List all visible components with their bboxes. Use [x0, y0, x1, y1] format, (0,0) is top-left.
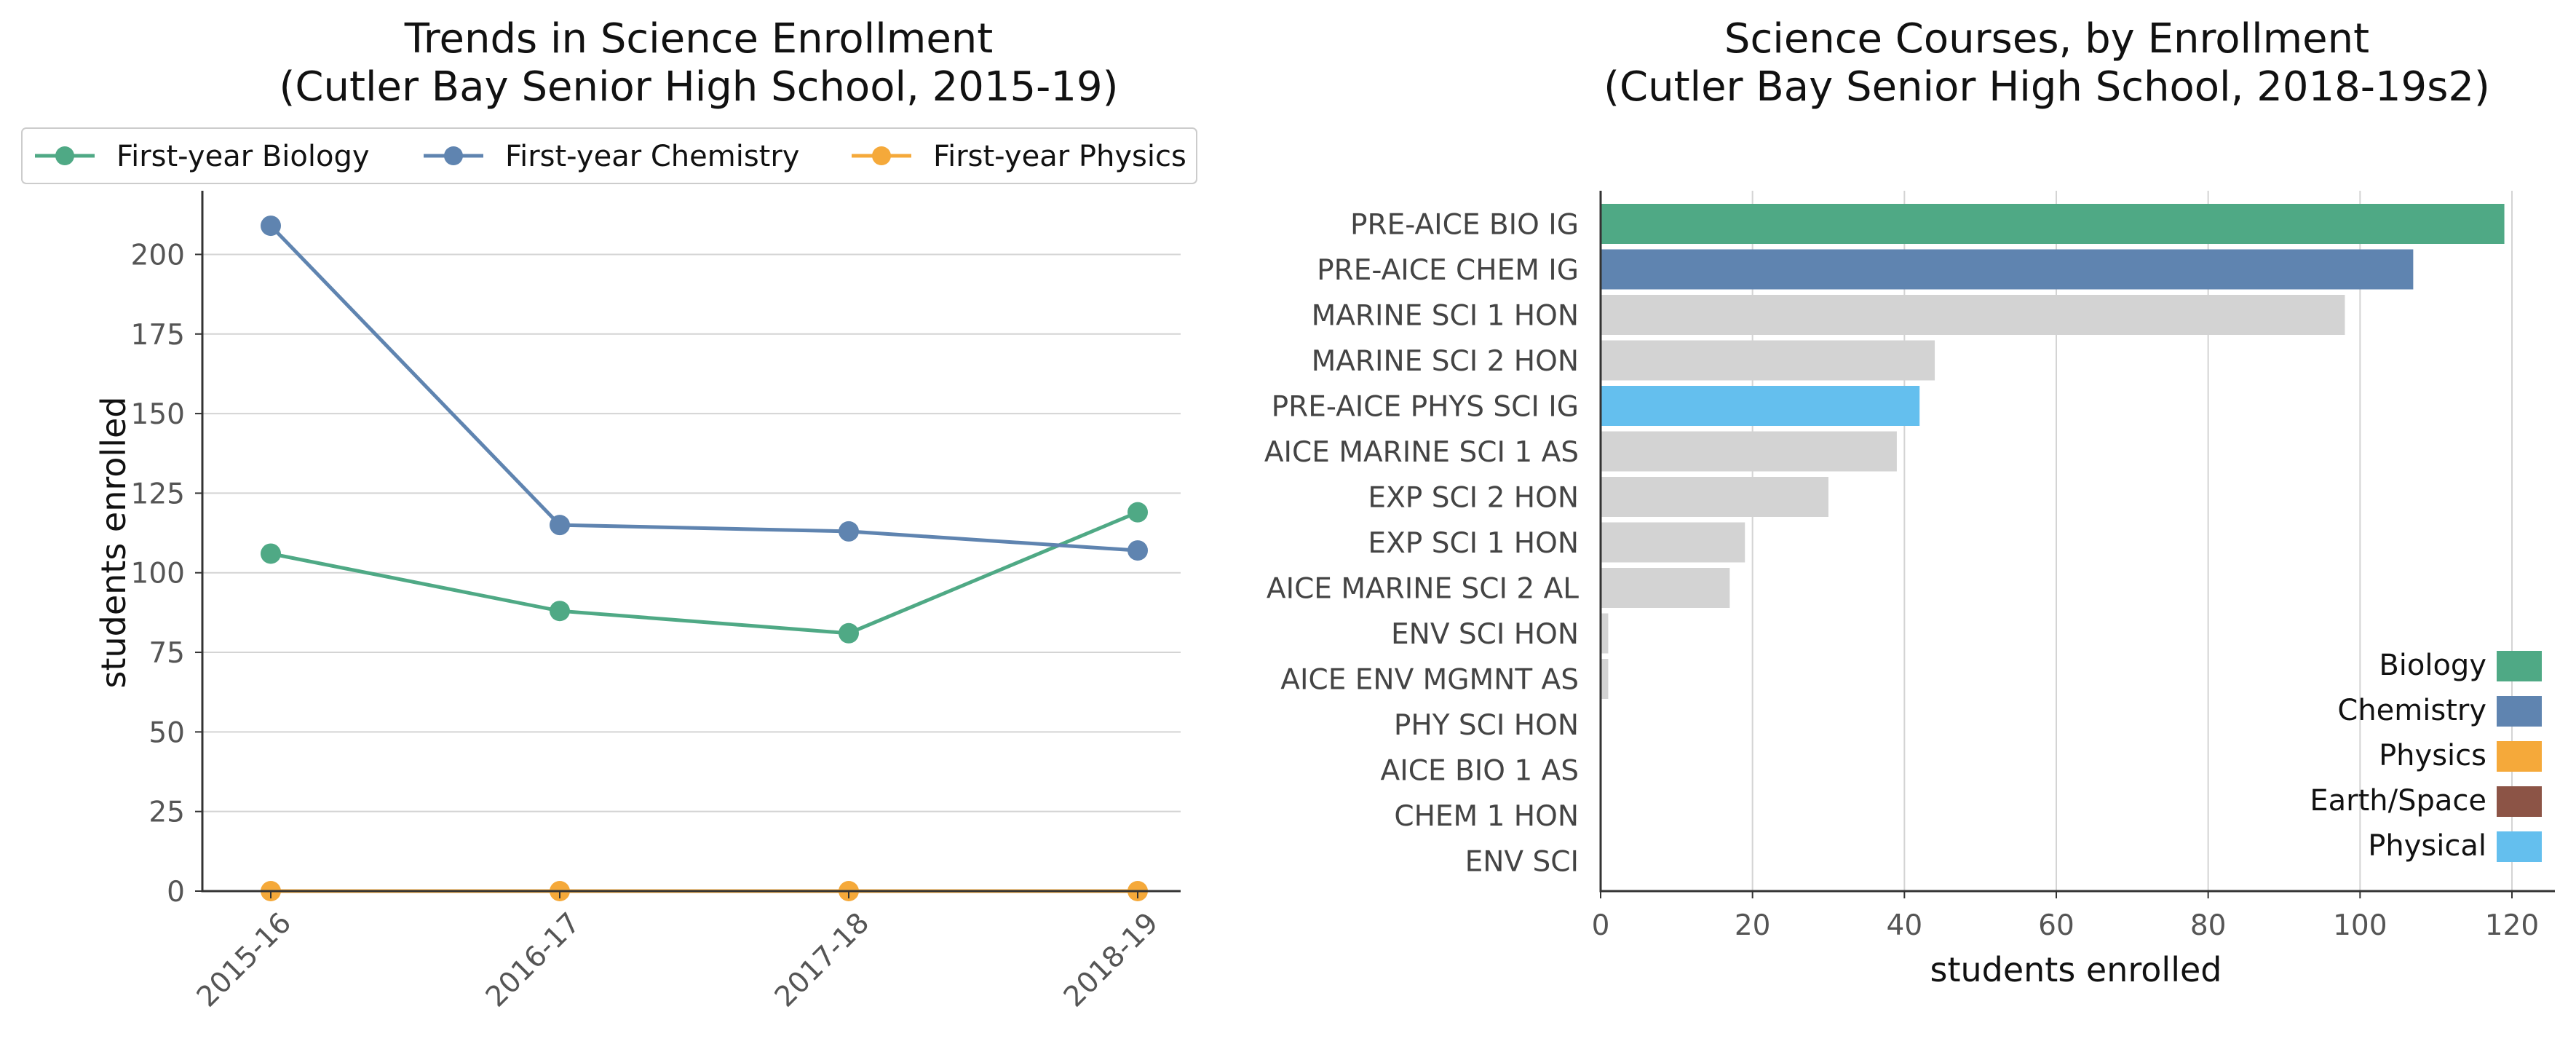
- bar: [1601, 431, 1897, 472]
- bar: [1601, 295, 2345, 335]
- y-tick-label: 75: [148, 637, 185, 670]
- bar-chart-title-line1: Science Courses, by Enrollment: [1724, 15, 2369, 63]
- legend-swatch: [2497, 696, 2542, 727]
- y-tick-label: 0: [167, 876, 185, 909]
- data-point: [839, 521, 859, 542]
- category-label: PRE-AICE BIO IG: [1350, 209, 1579, 242]
- series-line: [269, 224, 1138, 553]
- series-line: [270, 510, 1138, 636]
- x-tick-label: 2018-19: [1058, 906, 1165, 1013]
- bar: [1601, 386, 1920, 426]
- bar: [1601, 204, 2505, 244]
- x-tick-label: 40: [1887, 909, 1923, 942]
- legend-swatch: [2497, 741, 2542, 772]
- x-tick-label: 2015-16: [191, 906, 298, 1013]
- legend-swatch: [2497, 786, 2542, 817]
- data-point: [550, 601, 570, 622]
- category-label: EXP SCI 2 HON: [1368, 482, 1579, 515]
- legend-marker: [55, 146, 74, 165]
- legend-label: First-year Chemistry: [505, 140, 799, 173]
- category-label: PRE-AICE PHYS SCI IG: [1272, 391, 1579, 424]
- category-label: MARINE SCI 2 HON: [1312, 345, 1579, 378]
- y-tick-label: 200: [131, 239, 185, 272]
- category-label: MARINE SCI 1 HON: [1312, 300, 1579, 333]
- line-chart-ticks: 0 25 50 75 100 125 150 175 200 2015-16 2016-17 2017…: [131, 239, 1165, 1013]
- data-point: [550, 515, 570, 536]
- category-label: PHY SCI HON: [1394, 709, 1579, 742]
- line-chart-title-line2: (Cutler Bay Senior High School, 2015-19): [280, 63, 1119, 111]
- category-label: AICE MARINE SCI 1 AS: [1264, 436, 1579, 469]
- legend-label: Chemistry: [2337, 694, 2486, 727]
- y-tick-label: 125: [131, 478, 185, 510]
- category-label: ENV SCI HON: [1391, 618, 1579, 651]
- legend-marker: [872, 146, 891, 165]
- x-tick-label: 0: [1592, 909, 1610, 942]
- category-label: AICE ENV MGMNT AS: [1280, 664, 1579, 697]
- data-point: [1128, 540, 1148, 561]
- category-label: EXP SCI 1 HON: [1368, 527, 1579, 560]
- legend-marker: [444, 146, 463, 165]
- bar: [1601, 340, 1935, 381]
- line-chart-axes: [201, 191, 1181, 893]
- bar: [1601, 477, 1828, 517]
- x-tick-label: 120: [2485, 909, 2539, 942]
- category-label: AICE MARINE SCI 2 AL: [1267, 573, 1579, 606]
- line-chart-legend: First-year Biology First-year Chemistry Fi…: [21, 127, 1197, 184]
- bar-chart-title-line2: (Cutler Bay Senior High School, 2018-19s…: [1604, 63, 2490, 111]
- bar-chart-bars: [1601, 204, 2505, 699]
- bar-chart-legend: Biology Chemistry Physics Earth/Space Physic…: [2310, 649, 2542, 863]
- bar-chart-ticks: 0 20 40 60 80 100 120 PRE-AICE BIO IG PRE-AICE C…: [1264, 209, 2539, 943]
- bar: [1601, 568, 1730, 608]
- bar-chart: Science Courses, by Enrollment (Cutler B…: [1264, 15, 2555, 989]
- y-tick-label: 100: [131, 558, 185, 590]
- line-chart-gridlines: [202, 253, 1181, 812]
- legend-label: First-year Physics: [933, 140, 1186, 173]
- bar: [1601, 249, 2414, 290]
- legend-label: Earth/Space: [2310, 784, 2486, 818]
- x-tick-label: 20: [1735, 909, 1771, 942]
- data-point: [261, 543, 281, 564]
- line-chart: Trends in Science Enrollment (Cutler Bay…: [21, 15, 1197, 1013]
- x-tick-label: 100: [2333, 909, 2387, 942]
- y-tick-label: 175: [131, 319, 185, 352]
- category-label: PRE-AICE CHEM IG: [1317, 254, 1579, 287]
- category-label: AICE BIO 1 AS: [1381, 755, 1579, 788]
- legend-label: Biology: [2379, 649, 2486, 682]
- bar: [1601, 613, 1609, 654]
- legend-frame: [21, 127, 1197, 184]
- x-tick-label: 60: [2038, 909, 2074, 942]
- x-tick-label: 2017-18: [769, 906, 876, 1013]
- legend-label: Physics: [2379, 739, 2486, 772]
- line-chart-series: [261, 215, 1148, 901]
- x-tick-label: 2016-17: [480, 906, 587, 1013]
- line-chart-y-axis-label: students enrolled: [94, 397, 133, 689]
- axis-lines: [201, 191, 1181, 893]
- legend-swatch: [2497, 651, 2542, 681]
- legend-swatch: [2497, 831, 2542, 862]
- bar-chart-x-axis-label: students enrolled: [1930, 950, 2222, 989]
- data-point: [1128, 502, 1148, 523]
- data-point: [261, 215, 281, 237]
- category-label: ENV SCI: [1465, 846, 1579, 879]
- category-label: CHEM 1 HON: [1394, 800, 1579, 833]
- legend-label: Physical: [2368, 829, 2486, 863]
- bar: [1601, 522, 1745, 563]
- line-chart-title-line1: Trends in Science Enrollment: [404, 15, 993, 63]
- y-tick-label: 50: [148, 716, 185, 749]
- data-point: [839, 622, 859, 644]
- legend-label: First-year Biology: [116, 140, 370, 173]
- y-tick-label: 150: [131, 398, 185, 431]
- x-tick-label: 80: [2190, 909, 2227, 942]
- y-tick-label: 25: [148, 796, 185, 829]
- bar: [1601, 659, 1609, 699]
